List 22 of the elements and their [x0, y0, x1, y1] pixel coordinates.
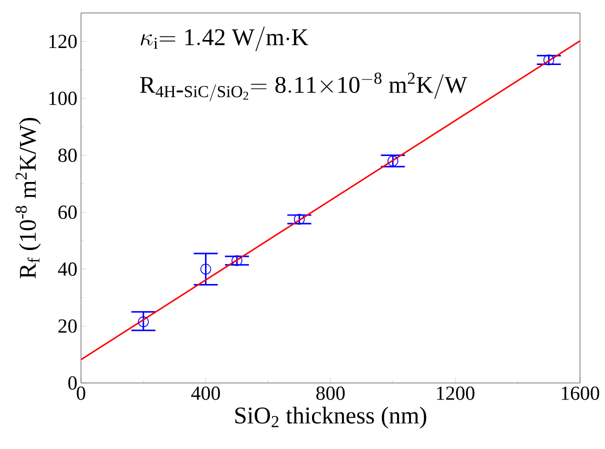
annotation: $\kappa_{\mathrm{i}}\mathrm{=1.42\ W/m{\cdot}K}$ [140, 26, 308, 52]
y-tick-label: 120 [49, 34, 77, 48]
point [387, 156, 398, 166]
x-tick-label: 400 [191, 386, 220, 400]
x-tick-label: 1200 [437, 386, 474, 400]
y-axis-title: R$_{f}$ (10$^{-8}$ m$^{2}$K/W) [16, 118, 41, 278]
x-tick-label: 0 [76, 386, 86, 400]
point [200, 264, 212, 275]
point [232, 255, 242, 266]
y-tick-label: 20 [58, 319, 77, 333]
point [294, 214, 305, 225]
annotation: $\mathrm{R}_{\mathrm{4H\mbox{-}SiC/SiO_{2}}}\mathrm{=8.11{\times}10^{-8}\ m^{2}K/W}$ [140, 72, 468, 102]
y-tick-label: 100 [49, 92, 77, 106]
y-tick-label: 40 [58, 262, 77, 276]
y-tick-label: 0 [68, 376, 77, 390]
x-tick-label: 1600 [562, 386, 600, 400]
y-tick-label: 60 [58, 205, 77, 219]
x-tick-label: 800 [316, 386, 345, 400]
x-axis-title: SiO$_{2}$ thickness (nm) [235, 406, 426, 428]
point [543, 54, 554, 66]
point [138, 316, 149, 328]
y-tick-label: 80 [58, 148, 77, 162]
